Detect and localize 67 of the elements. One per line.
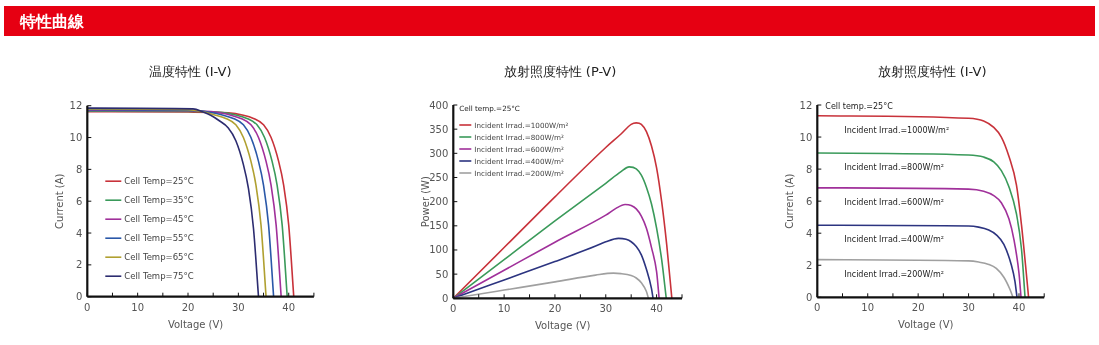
- x-tick-label: 10: [497, 303, 511, 315]
- legend-label: Cell Temp=45°C: [124, 214, 194, 225]
- y-tick-label: 0: [805, 291, 813, 303]
- line-series: [452, 122, 673, 300]
- x-tick-label: 0: [814, 302, 821, 314]
- line-series: [816, 224, 1018, 299]
- line-series: [452, 166, 668, 300]
- chart-title: 放射照度特性 (I-V): [877, 64, 987, 79]
- y-axis-title: Current (A): [784, 173, 796, 229]
- legend-label: Cell Temp=55°C: [124, 233, 194, 244]
- x-axis-title: Voltage (V): [167, 318, 224, 330]
- y-tick-label: 0: [75, 291, 83, 303]
- x-tick-label: 30: [232, 301, 245, 313]
- y-tick-label: 4: [75, 227, 83, 239]
- x-tick-label: 40: [1012, 302, 1026, 314]
- y-tick-label: 10: [799, 131, 813, 143]
- x-tick-label: 20: [548, 303, 562, 315]
- y-tick-label: 100: [429, 244, 449, 256]
- y-tick-label: 2: [75, 259, 83, 271]
- x-tick-label: 0: [84, 301, 91, 313]
- text: 特性曲線: [19, 12, 85, 31]
- y-tick-label: 10: [69, 132, 83, 144]
- x-tick-label: 20: [911, 302, 925, 314]
- y-axis-title: Current (A): [54, 173, 66, 229]
- x-axis-title: Voltage (V): [534, 320, 591, 332]
- x-tick-label: 40: [650, 303, 663, 315]
- line-series: [816, 152, 1026, 299]
- y-tick-label: 6: [805, 195, 813, 207]
- x-tick-label: 30: [599, 303, 613, 315]
- chart-title: 温度特性 (I-V): [148, 64, 232, 79]
- series-label: Incident Irrad.=800W/m²: [844, 163, 944, 173]
- y-tick-label: 8: [75, 163, 83, 175]
- series-label: Incident Irrad.=1000W/m²: [844, 125, 950, 135]
- y-tick-label: 50: [435, 268, 449, 280]
- y-tick-label: 8: [805, 163, 813, 175]
- line-series: [816, 114, 1030, 299]
- legend-label: Cell Temp=35°C: [124, 195, 194, 206]
- x-tick-label: 40: [282, 301, 296, 313]
- y-tick-label: 4: [805, 227, 813, 239]
- legend-label: Cell Temp=65°C: [124, 252, 194, 263]
- y-tick-label: 350: [429, 123, 449, 135]
- series-label: Incident Irrad.=600W/m²: [844, 197, 944, 207]
- x-tick-label: 30: [962, 302, 975, 314]
- y-tick-label: 250: [429, 171, 449, 183]
- y-tick-label: 12: [799, 99, 813, 111]
- x-tick-label: 20: [181, 301, 195, 313]
- series-label: Incident Irrad.=400W/m²: [844, 235, 944, 245]
- legend-label: Cell Temp=75°C: [124, 271, 194, 282]
- line-series: [816, 187, 1022, 299]
- line-series: [816, 258, 1014, 299]
- x-tick-label: 10: [131, 301, 145, 313]
- y-tick-label: 6: [75, 195, 83, 207]
- x-tick-label: 0: [450, 303, 457, 315]
- y-tick-label: 0: [441, 292, 449, 304]
- line-series: [452, 203, 660, 300]
- chart-title: 放射照度特性 (P-V): [503, 64, 617, 79]
- series-label: Incident Irrad.=200W/m²: [844, 269, 944, 279]
- y-tick-label: 200: [429, 196, 449, 208]
- y-tick-label: 150: [429, 220, 449, 232]
- annotation: Cell temp.=25°C: [825, 102, 894, 111]
- x-axis-title: Voltage (V): [898, 319, 954, 331]
- y-tick-label: 12: [69, 100, 83, 112]
- y-tick-label: 300: [429, 147, 449, 159]
- y-tick-label: 2: [805, 259, 813, 271]
- x-tick-label: 10: [861, 302, 875, 314]
- y-tick-label: 400: [429, 99, 449, 111]
- legend-label: Cell Temp=25°C: [124, 176, 194, 187]
